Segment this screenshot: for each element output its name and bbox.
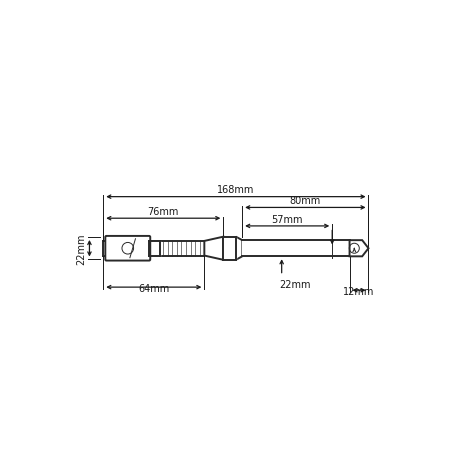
Bar <box>223 237 235 260</box>
Text: 57mm: 57mm <box>271 214 302 224</box>
Text: 168mm: 168mm <box>217 185 254 195</box>
FancyBboxPatch shape <box>105 236 150 261</box>
Bar <box>149 241 160 256</box>
Bar <box>106 238 149 260</box>
Text: 64mm: 64mm <box>138 284 169 294</box>
Text: 80mm: 80mm <box>289 196 320 206</box>
Text: 22mm: 22mm <box>279 279 310 289</box>
Text: 22mm: 22mm <box>76 233 86 264</box>
Text: 76mm: 76mm <box>147 207 179 217</box>
Polygon shape <box>204 237 223 260</box>
Circle shape <box>348 243 359 254</box>
Bar <box>242 241 349 257</box>
Text: 12mm: 12mm <box>342 287 374 297</box>
Polygon shape <box>349 241 368 257</box>
Polygon shape <box>235 237 242 260</box>
